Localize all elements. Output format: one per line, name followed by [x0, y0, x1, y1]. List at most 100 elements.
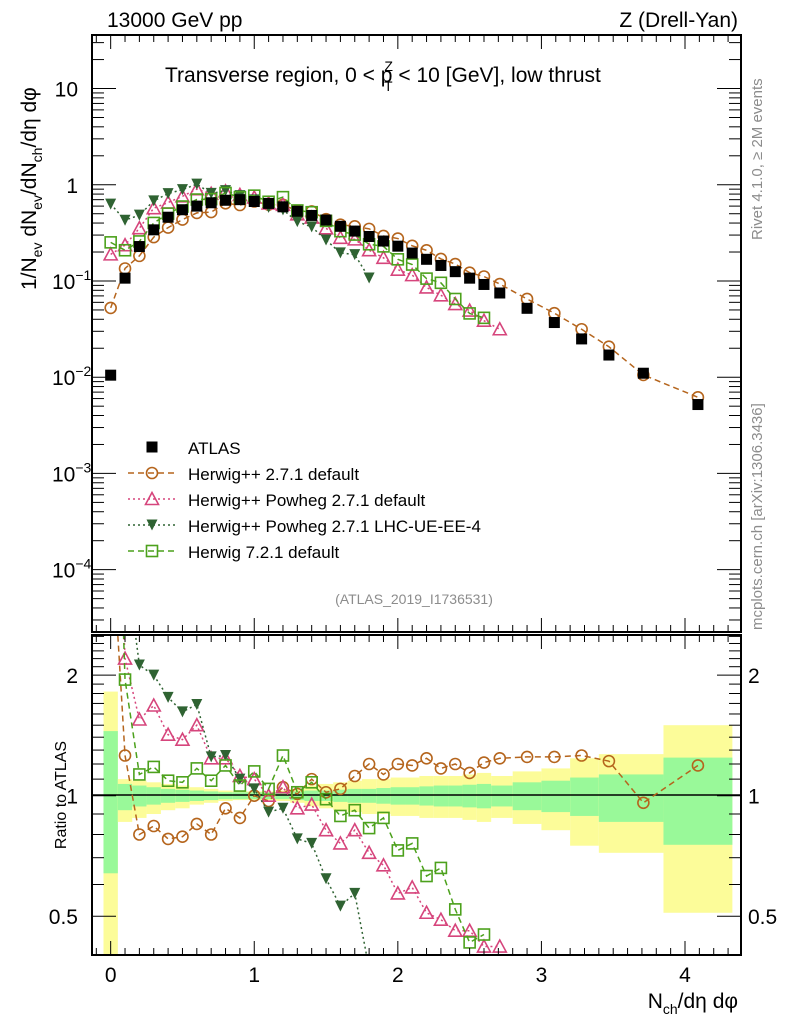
main-point-herwig-powheg-2-7-1-default [389, 261, 406, 276]
ratio-point-herwig-2-7-1-default [520, 750, 534, 764]
ratio-point-herwig-7-2-1-default [118, 673, 132, 686]
ratio-point-herwig-powheg-2-7-1-lhc-ue-ee-4 [176, 706, 188, 718]
main-point-herwig-powheg-2-7-1-lhc-ue-ee-4 [334, 247, 346, 259]
ratio-point-herwig-powheg-2-7-1-default [145, 697, 162, 712]
ratio-point-herwig-2-7-1-default [377, 768, 390, 781]
main-point-atlas [191, 200, 203, 212]
y-tick-label: 10−3 [52, 459, 92, 486]
y-tick-label: 1 [66, 175, 78, 198]
stat-uncertainty-band [570, 777, 599, 816]
ratio-point-herwig-7-2-1-default [463, 936, 476, 949]
main-point-atlas [248, 195, 260, 207]
main-point-herwig-7-2-1-default [448, 292, 462, 306]
main-point-atlas [478, 278, 490, 290]
ratio-y-tick-label: 1 [66, 786, 78, 809]
stat-uncertainty-band [663, 757, 733, 845]
main-point-herwig-7-2-1-default [463, 307, 476, 320]
ratio-point-herwig-powheg-2-7-1-lhc-ue-ee-4 [234, 773, 246, 785]
ratio-y-tick-label: 2 [66, 665, 78, 688]
main-point-atlas [234, 194, 246, 206]
stat-uncertainty-band [433, 785, 449, 807]
ratio-y-tick-label-right: 1 [748, 786, 760, 809]
ratio-point-herwig-7-2-1-default [334, 809, 347, 823]
main-point-atlas [692, 399, 704, 411]
ratio-point-herwig-powheg-2-7-1-default [418, 904, 435, 920]
main-point-herwig-powheg-2-7-1-lhc-ue-ee-4 [363, 272, 375, 284]
main-point-herwig-powheg-2-7-1-default [404, 266, 421, 282]
main-point-atlas [334, 220, 346, 232]
y-tick-label: 10−1 [52, 267, 92, 294]
main-line-herwig-powheg-2-7-1-default [110, 188, 501, 330]
ratio-point-herwig-2-7-1-default [219, 802, 232, 815]
ratio-point-herwig-2-7-1-default [691, 759, 705, 772]
ratio-point-herwig-2-7-1-default [575, 749, 588, 762]
main-point-atlas [205, 197, 217, 209]
ratio-point-herwig-7-2-1-default [176, 776, 189, 789]
ratio-point-herwig-7-2-1-default [161, 774, 175, 788]
main-point-herwig-powheg-2-7-1-default [447, 295, 464, 311]
ratio-point-herwig-2-7-1-default [334, 782, 347, 796]
ratio-point-herwig-powheg-2-7-1-lhc-ue-ee-4 [248, 783, 260, 795]
ratio-point-herwig-7-2-1-default [420, 869, 433, 883]
ratio-point-herwig-2-7-1-default [319, 785, 333, 799]
stat-uncertainty-band [462, 784, 477, 808]
stat-uncertainty-band [103, 731, 118, 874]
ratio-point-herwig-powheg-2-7-1-default [375, 857, 392, 872]
y-tick-label: 10−4 [52, 556, 92, 583]
main-point-herwig-7-2-1-default [420, 272, 433, 285]
ratio-point-herwig-7-2-1-default [477, 928, 491, 941]
ratio-point-herwig-powheg-2-7-1-default [447, 922, 464, 938]
main-point-atlas [377, 235, 389, 247]
main-point-herwig-7-2-1-default [104, 236, 117, 249]
main-point-atlas [449, 266, 461, 278]
legend-marker-herwig-7-2-1-default [145, 544, 159, 558]
ratio-point-herwig-powheg-2-7-1-default [332, 835, 349, 850]
ratio-point-herwig-2-7-1-default [548, 750, 561, 764]
stat-uncertainty-band [390, 787, 406, 805]
ratio-point-herwig-7-2-1-default [204, 774, 218, 788]
x-tick-label: 0 [105, 964, 117, 987]
stat-uncertainty-band [476, 783, 492, 809]
main-point-herwig-2-7-1-default [176, 213, 189, 226]
legend-marker-herwig-2-7-1-default [145, 466, 159, 480]
main-point-atlas [220, 194, 232, 206]
main-point-atlas [306, 209, 318, 221]
legend-marker-atlas [146, 441, 158, 453]
main-point-atlas [291, 205, 303, 217]
ratio-point-herwig-powheg-2-7-1-lhc-ue-ee-4 [263, 806, 275, 818]
main-point-atlas [548, 317, 560, 329]
ratio-uncertainty-bands [103, 691, 733, 955]
main-point-herwig-powheg-2-7-1-default [433, 287, 449, 302]
ratio-point-herwig-powheg-2-7-1-default [404, 879, 421, 894]
main-point-herwig-powheg-2-7-1-lhc-ue-ee-4 [349, 249, 361, 261]
ratio-point-herwig-7-2-1-default [319, 792, 333, 806]
main-point-herwig-powheg-2-7-1-default [145, 199, 162, 215]
stat-uncertainty-band [512, 782, 542, 811]
ratio-point-herwig-7-2-1-default [434, 861, 448, 875]
ratio-series-layer [105, 78, 705, 955]
ratio-point-herwig-2-7-1-default [133, 828, 146, 841]
ratio-point-herwig-2-7-1-default [434, 762, 448, 775]
ratio-point-herwig-2-7-1-default [233, 811, 247, 825]
ratio-point-herwig-7-2-1-default [405, 837, 419, 850]
stat-uncertainty-band [146, 787, 161, 805]
main-line-herwig-2-7-1-default [109, 200, 699, 398]
ratio-point-herwig-powheg-2-7-1-default [188, 717, 205, 732]
x-tick-label: 3 [536, 964, 548, 987]
ratio-point-herwig-2-7-1-default [405, 759, 419, 772]
main-point-atlas [320, 214, 332, 226]
ratio-point-herwig-7-2-1-default [219, 759, 232, 772]
main-point-herwig-powheg-2-7-1-lhc-ue-ee-4 [119, 214, 131, 226]
main-series-layer [102, 178, 705, 411]
stat-uncertainty-band [175, 789, 190, 802]
ratio-point-herwig-7-2-1-default [190, 762, 204, 775]
main-point-atlas [603, 349, 615, 361]
ratio-point-herwig-powheg-2-7-1-default [303, 796, 320, 811]
ratio-point-herwig-powheg-2-7-1-lhc-ue-ee-4 [105, 78, 116, 89]
ratio-point-herwig-powheg-2-7-1-default [217, 750, 234, 765]
main-point-herwig-powheg-2-7-1-lhc-ue-ee-4 [162, 188, 174, 200]
stat-uncertainty-band [598, 774, 664, 822]
mcplots-label: mcplots.cern.ch [arXiv:1306.3436] [749, 403, 766, 630]
main-point-herwig-powheg-2-7-1-default [375, 249, 392, 265]
main-point-herwig-powheg-2-7-1-default [461, 302, 478, 317]
